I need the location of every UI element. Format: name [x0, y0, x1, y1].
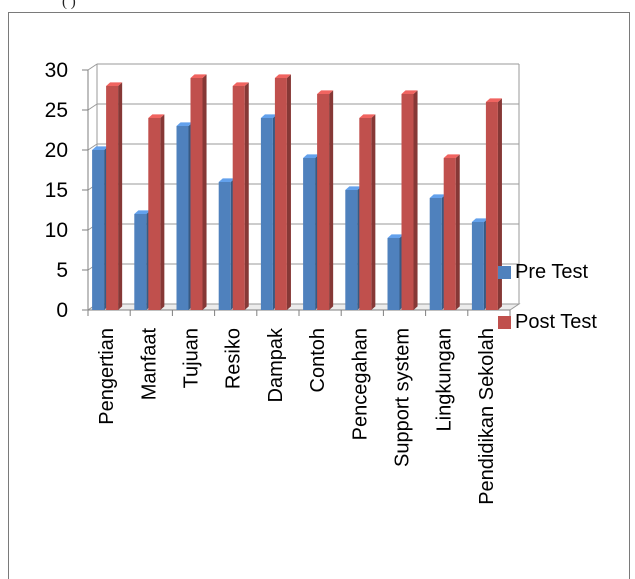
bar-top: [387, 234, 404, 238]
y-tick-label: 15: [45, 179, 68, 202]
bar-side: [455, 154, 460, 310]
bar-post-test: [443, 158, 456, 310]
bar-side: [329, 90, 334, 311]
bar-side: [497, 98, 502, 311]
axis-labels: 0 5 10 15 20 25 30 Pengertian Manfaat Tujuan Resik…: [45, 59, 498, 505]
bar-top: [134, 210, 151, 214]
y-tick-label: 0: [56, 299, 68, 322]
x-category-label: Pendidikan Sekolah: [476, 328, 498, 505]
bar-post-test: [485, 102, 498, 310]
bar-pre-test: [218, 182, 231, 310]
bar-top: [471, 218, 488, 222]
x-category-label: Pencegahan: [349, 328, 371, 440]
bar-top: [317, 90, 334, 94]
bar-pre-test: [176, 126, 189, 310]
bar-top: [218, 178, 235, 182]
bar-top: [485, 98, 502, 102]
bar-post-test: [401, 94, 414, 310]
bar-side: [286, 74, 291, 311]
y-tick-label: 10: [45, 219, 68, 242]
bar-side: [202, 74, 207, 311]
bar-post-test: [148, 118, 161, 310]
gridline-depth: [87, 143, 98, 151]
bar-top: [232, 82, 249, 86]
bar-top: [345, 186, 362, 190]
bar-side: [371, 114, 376, 311]
bar-top: [303, 154, 320, 158]
legend-swatch-post-test: [498, 316, 511, 329]
bar-pre-test: [303, 158, 316, 310]
bar-top: [260, 114, 277, 118]
x-category-label: Manfaat: [138, 328, 160, 401]
bar-top: [106, 82, 123, 86]
x-category-label: Contoh: [307, 328, 329, 393]
x-category-label: Dampak: [265, 327, 287, 402]
top-text: ( ): [62, 0, 76, 10]
bar-post-test: [106, 86, 119, 310]
bar-top: [176, 122, 193, 126]
bar-post-test: [317, 94, 330, 310]
bar-pre-test: [387, 238, 400, 310]
bars: [92, 74, 502, 311]
bar-top: [401, 90, 418, 94]
bar-top: [92, 146, 109, 150]
bar-side: [118, 82, 123, 311]
bar-pre-test: [345, 190, 358, 310]
y-tick-label: 25: [45, 99, 68, 122]
x-category-label: Tujuan: [181, 328, 203, 388]
bar-top: [443, 154, 460, 158]
gridline-depth: [87, 103, 98, 111]
bar-top: [148, 114, 165, 118]
bar-top: [429, 194, 446, 198]
legend: Pre Test Post Test: [498, 261, 597, 333]
gridline-depth: [87, 63, 98, 71]
legend-label-pre-test: Pre Test: [515, 261, 588, 283]
bar-pre-test: [92, 150, 105, 310]
bar-post-test: [359, 118, 372, 310]
x-category-label: Support system: [392, 328, 414, 467]
bar-top: [190, 74, 207, 78]
bar-side: [413, 90, 418, 311]
bar-top: [274, 74, 291, 78]
x-category-label: Lingkungan: [434, 328, 456, 431]
bar-post-test: [190, 78, 203, 310]
bar-top: [359, 114, 376, 118]
y-tick-label: 20: [45, 139, 68, 162]
bar-pre-test: [471, 222, 484, 310]
legend-label-post-test: Post Test: [515, 311, 597, 333]
chart-frame: [8, 12, 630, 579]
bar-side: [160, 114, 165, 311]
bar-pre-test: [260, 118, 273, 310]
bar-side: [244, 82, 249, 311]
y-tick-label: 30: [45, 59, 68, 82]
x-category-label: Pengertian: [96, 328, 118, 425]
bar-pre-test: [429, 198, 442, 310]
bar-post-test: [232, 86, 245, 310]
legend-swatch-pre-test: [498, 266, 511, 279]
bar-pre-test: [134, 214, 147, 310]
bar-post-test: [274, 78, 287, 310]
x-category-label: Resiko: [223, 328, 245, 389]
y-tick-label: 5: [56, 259, 68, 282]
